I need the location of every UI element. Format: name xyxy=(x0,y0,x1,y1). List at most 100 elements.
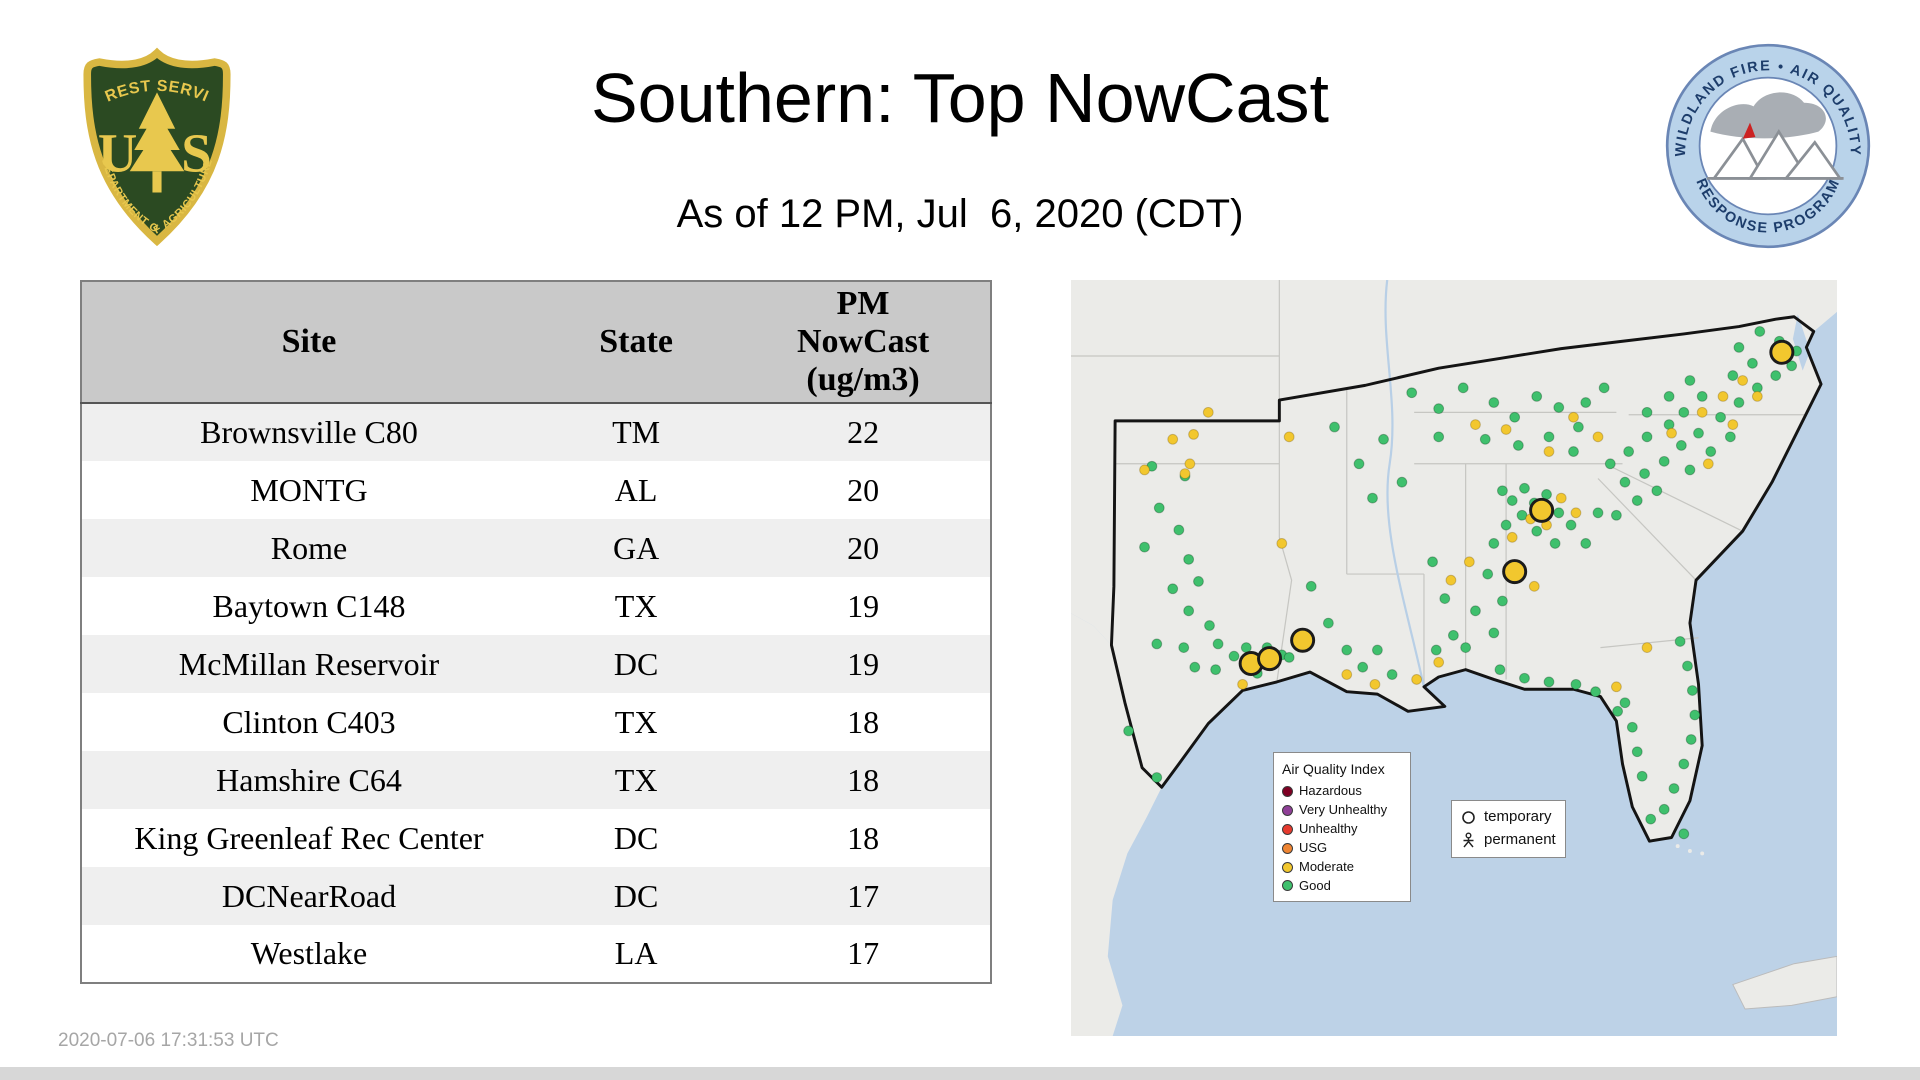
table-cell: TX xyxy=(614,703,658,740)
monitor-dot xyxy=(1641,431,1653,443)
monitor-dot xyxy=(1167,583,1179,595)
table-cell: TM xyxy=(612,414,661,450)
monitor-dot xyxy=(1151,638,1163,650)
monitor-dot xyxy=(1612,705,1624,717)
monitor-dot xyxy=(1590,686,1601,698)
monitor-dot xyxy=(1631,495,1643,506)
permanent-legend-item: permanent xyxy=(1461,830,1556,850)
monitor-dot xyxy=(1447,629,1459,641)
monitor-dot xyxy=(1512,440,1524,451)
monitor-dot xyxy=(1666,427,1677,439)
monitor-dot xyxy=(1470,419,1481,430)
monitor-dot xyxy=(1341,644,1353,656)
table-row: Hamshire C64 TX 18 xyxy=(81,751,991,809)
aqi-legend-items: Hazardous Very Unhealthy Unhealthy USG Moder… xyxy=(1282,782,1402,895)
table-cell: 17 xyxy=(847,877,880,914)
monitor-dot xyxy=(1769,339,1795,365)
monitor-dot xyxy=(1276,538,1288,549)
monitor-dot xyxy=(1541,489,1552,500)
aqi-legend-label: Good xyxy=(1299,877,1331,893)
nowcast-table: Site State PM NowCast (ug/m3) Brownsville … xyxy=(80,280,992,984)
table-cell: Brownsville C80 xyxy=(200,414,418,450)
monitor-dot xyxy=(1184,458,1196,470)
monitor-dot xyxy=(1433,431,1445,443)
cuba-landmass xyxy=(1732,955,1837,1010)
monitor-dot xyxy=(1531,391,1543,402)
monitor-dot xyxy=(1189,661,1201,673)
monitor-dot xyxy=(1372,644,1383,656)
column-header-0: Site xyxy=(81,281,536,404)
aqi-legend-item: Good xyxy=(1282,877,1402,896)
aqi-legend-label: USG xyxy=(1299,839,1328,855)
pine-tree-icon xyxy=(129,92,185,193)
table-cell: DC xyxy=(613,877,659,914)
monitor-dot xyxy=(1329,421,1340,433)
monitor-dot xyxy=(1675,440,1687,451)
report-subtitle: As of 12 PM, Jul 6, 2020 (CDT) xyxy=(676,192,1244,236)
table-cell: 19 xyxy=(847,645,880,682)
table-row: MONTG AL 20 xyxy=(81,461,991,519)
table-row: Westlake LA 17 xyxy=(81,925,991,983)
monitor-dot xyxy=(1570,678,1582,690)
basemap-svg xyxy=(1071,280,1837,1036)
mexico-landmass xyxy=(1071,613,1162,1036)
table-row: Brownsville C80 TM 22 xyxy=(81,403,991,461)
monitor-dot xyxy=(1668,783,1680,794)
monitor-dot xyxy=(1684,375,1696,386)
monitor-dot xyxy=(1705,446,1717,457)
monitor-dot xyxy=(1598,382,1610,394)
florida-keys xyxy=(1675,844,1705,856)
monitor-dot xyxy=(1341,669,1353,680)
monitor-dot xyxy=(1702,458,1714,470)
monitor-dot xyxy=(1573,421,1584,433)
monitor-dot xyxy=(1543,446,1555,457)
aqrp-logo-icon: WILDLAND FIRE • AIR QUALITY RESPONSE PRO… xyxy=(1665,43,1871,249)
table-row: Rome GA 20 xyxy=(81,519,991,577)
monitor-dot xyxy=(1717,391,1729,402)
usfs-letter-s: S xyxy=(181,122,211,183)
monitor-dot xyxy=(1529,497,1555,523)
monitor-dot xyxy=(1549,538,1561,549)
monitor-dot xyxy=(1482,568,1494,580)
monitor-dot xyxy=(1179,468,1191,479)
aqi-legend-item: Moderate xyxy=(1282,858,1402,877)
monitor-dot xyxy=(1151,772,1163,783)
permanent-label: permanent xyxy=(1484,831,1556,849)
monitor-dot xyxy=(1623,446,1635,457)
table-cell: 20 xyxy=(847,529,880,566)
table-cell: McMillan Reservoir xyxy=(178,645,440,682)
table-row: Baytown C148 TX 19 xyxy=(81,577,991,635)
usfs-letter-u: U xyxy=(98,122,137,183)
table-cell: GA xyxy=(612,529,660,566)
monitor-dot xyxy=(1651,485,1663,497)
aqi-legend-item: Very Unhealthy xyxy=(1282,801,1402,820)
monitor-dot xyxy=(1502,559,1528,585)
southern-region-outline xyxy=(1109,315,1823,843)
aqi-color-swatch xyxy=(1282,880,1293,892)
monitor-dot xyxy=(1139,541,1150,553)
permanent-monitor-icon xyxy=(1463,832,1474,848)
monitor-dot xyxy=(1724,431,1736,443)
monitor-dot xyxy=(1427,556,1438,568)
monitor-dot xyxy=(1528,580,1540,592)
monitor-dot xyxy=(1445,574,1457,586)
aqi-legend-title: Air Quality Index xyxy=(1282,761,1385,777)
monitor-dot xyxy=(1411,674,1423,685)
monitor-dot xyxy=(1290,627,1316,653)
monitor-dot xyxy=(1173,524,1185,536)
aqi-legend-label: Unhealthy xyxy=(1299,820,1358,836)
monitor-dot xyxy=(1754,326,1766,337)
table-row: Clinton C403 TX 18 xyxy=(81,693,991,751)
monitor-dot xyxy=(1506,495,1518,506)
monitor-dot xyxy=(1500,424,1512,435)
monitor-dot xyxy=(1188,428,1199,440)
monitor-dot xyxy=(1641,642,1653,653)
monitor-dot xyxy=(1689,709,1701,721)
monitor-dot xyxy=(1457,382,1469,394)
monitor-dot xyxy=(1257,646,1283,672)
monitor-dot xyxy=(1369,678,1381,690)
monitor-dot xyxy=(1693,427,1704,439)
monitor-dot xyxy=(1555,492,1567,504)
monitor-dot xyxy=(1610,509,1622,521)
aqi-legend: Air Quality Index Hazardous Very Unhealth… xyxy=(1273,752,1411,903)
